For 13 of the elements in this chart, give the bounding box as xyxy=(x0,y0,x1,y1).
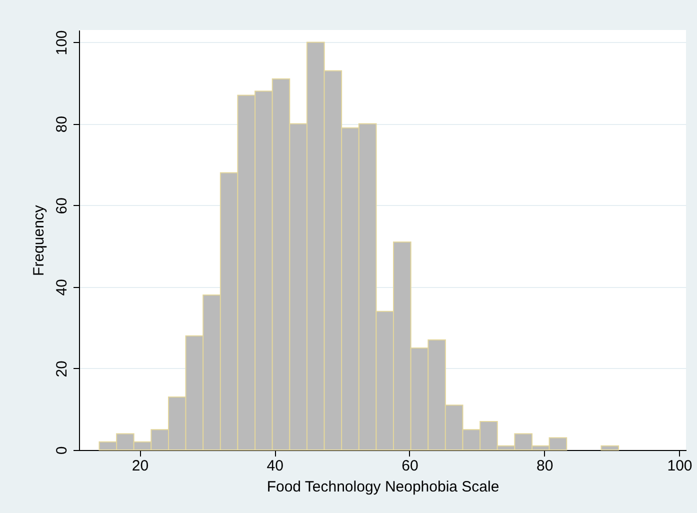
x-tick-label: 80 xyxy=(536,458,554,474)
y-tick-label: 100 xyxy=(54,30,70,56)
x-axis-title: Food Technology Neophobia Scale xyxy=(266,478,500,496)
x-tick-label: 100 xyxy=(667,458,692,474)
y-tick-label: 0 xyxy=(54,446,70,455)
y-axis-title: Frequency xyxy=(30,204,48,276)
y-tick-label: 80 xyxy=(54,116,70,133)
x-tick-label: 40 xyxy=(266,458,284,474)
y-tick-label: 20 xyxy=(54,360,70,378)
x-tick-label: 60 xyxy=(402,458,418,474)
y-tick-label: 60 xyxy=(54,197,70,214)
x-tick-label: 20 xyxy=(132,458,149,474)
y-tick-label: 40 xyxy=(54,279,70,296)
